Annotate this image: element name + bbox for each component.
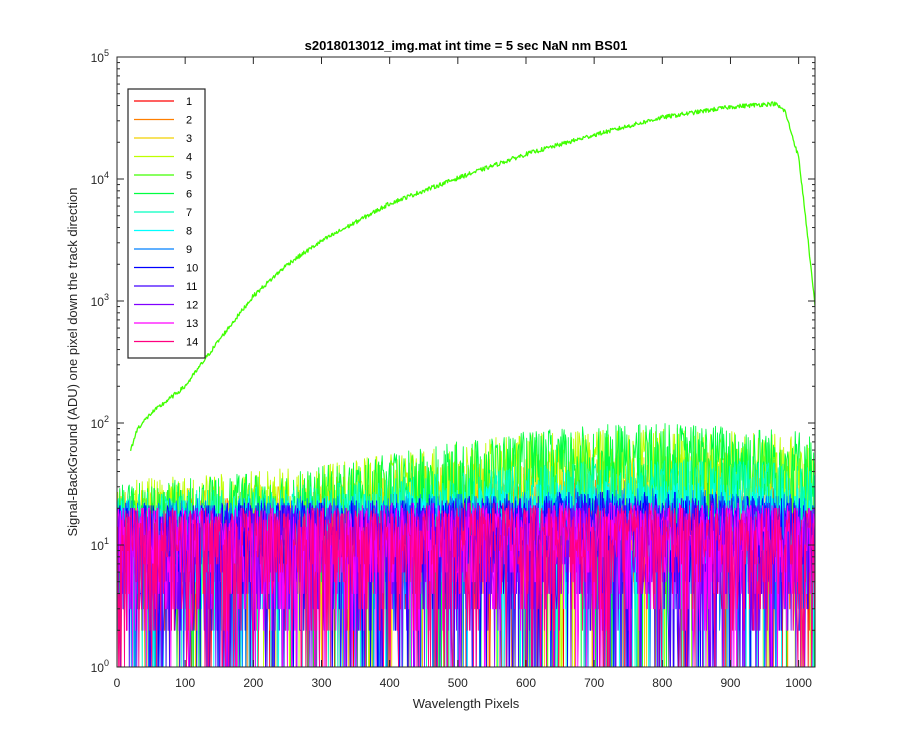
y-tick-label: 105 [91, 48, 109, 65]
legend-label-5: 5 [186, 170, 192, 182]
y-axis-label: Signal-BackGround (ADU) one pixel down t… [65, 187, 80, 536]
y-tick-label: 100 [91, 658, 109, 675]
plot-frame [116, 56, 816, 668]
y-tick-label: 104 [91, 170, 109, 187]
x-tick-label: 300 [311, 676, 331, 690]
x-tick-label: 100 [175, 676, 195, 690]
legend-label-2: 2 [186, 115, 192, 127]
y-tick-label: 102 [91, 414, 109, 431]
legend-label-4: 4 [186, 152, 192, 164]
legend-label-3: 3 [186, 133, 192, 145]
x-tick-label: 400 [380, 676, 400, 690]
series-14-line [117, 502, 815, 667]
legend-label-9: 9 [186, 244, 192, 256]
legend-box [127, 88, 206, 359]
x-tick-label: 0 [114, 676, 121, 690]
y-tick-label: 101 [91, 536, 109, 553]
series-5-line [129, 101, 815, 451]
x-tick-label: 500 [448, 676, 468, 690]
legend-label-6: 6 [186, 189, 192, 201]
x-tick-label: 200 [243, 676, 263, 690]
axis-ticks: 0 100 200 300 400 500 600 700 800 900 100010010110… [91, 48, 815, 690]
x-tick-label: 600 [516, 676, 536, 690]
series-group [117, 101, 815, 667]
x-tick-label: 800 [652, 676, 672, 690]
x-tick-label: 700 [584, 676, 604, 690]
x-axis-label: Wavelength Pixels [413, 696, 520, 711]
x-tick-label: 900 [720, 676, 740, 690]
chart-title: s2018013012_img.mat int time = 5 sec NaN… [305, 38, 628, 53]
legend-label-11: 11 [186, 281, 197, 293]
legend-label-7: 7 [186, 207, 192, 219]
y-tick-label: 103 [91, 292, 109, 309]
legend-label-14: 14 [186, 337, 198, 349]
legend-label-1: 1 [186, 96, 192, 108]
x-tick-label: 1000 [785, 676, 812, 690]
legend-label-12: 12 [186, 300, 198, 312]
legend-label-10: 10 [186, 263, 198, 275]
legend-label-8: 8 [186, 226, 192, 238]
legend-label-13: 13 [186, 318, 198, 330]
